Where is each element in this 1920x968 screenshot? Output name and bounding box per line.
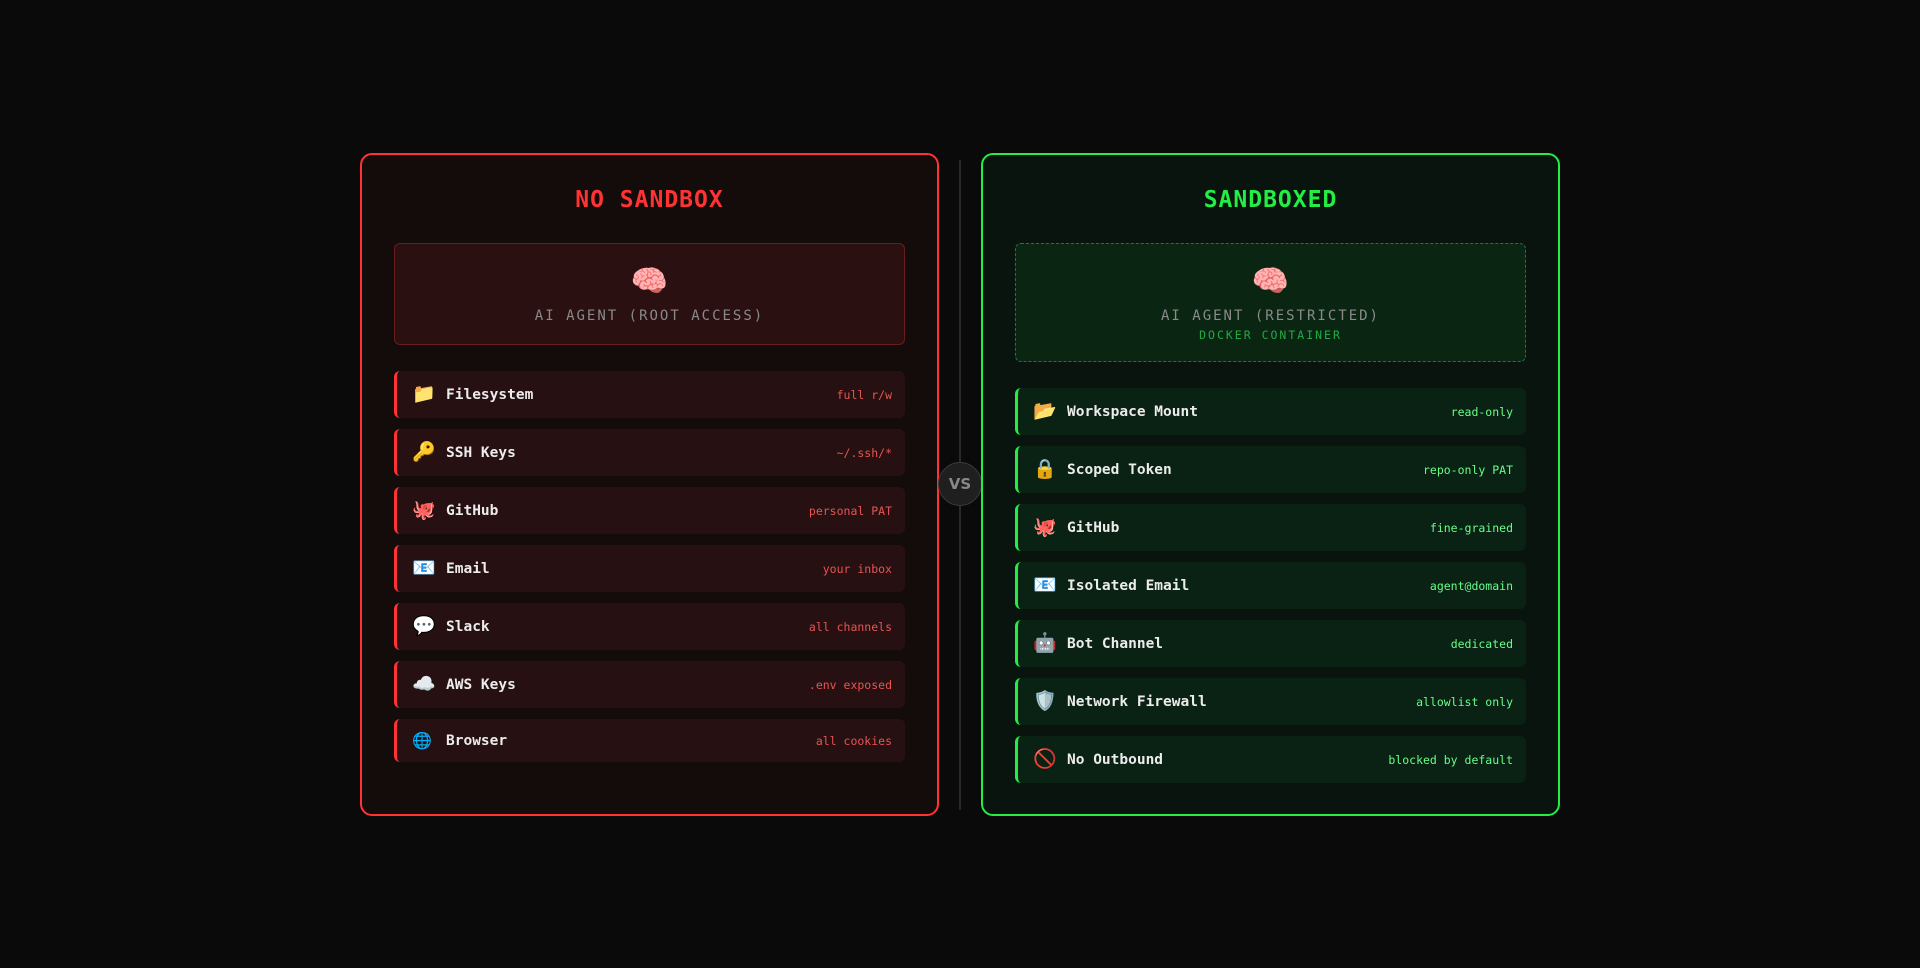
access-tag: all cookies <box>815 733 892 748</box>
panel-title: NO SANDBOX <box>575 187 724 213</box>
resource-name: SSH Keys <box>446 444 516 461</box>
resource-row: 📧 Email your inbox <box>394 545 905 592</box>
access-tag: read-only <box>1450 404 1513 419</box>
resource-row: 🤖 Bot Channel dedicated <box>1015 620 1526 667</box>
resource-row: 🔑 SSH Keys ~/.ssh/* <box>394 429 905 476</box>
resource-name: Browser <box>446 732 508 749</box>
email-icon: 📧 <box>1033 574 1057 596</box>
access-tag: your inbox <box>822 561 892 576</box>
agent-box: 🧠 AI AGENT (RESTRICTED) DOCKER CONTAINER <box>1015 243 1526 362</box>
access-tag: blocked by default <box>1388 752 1513 767</box>
resource-name: GitHub <box>1067 519 1120 536</box>
resource-name: Slack <box>446 618 490 635</box>
vs-badge: VS <box>938 462 982 506</box>
agent-label: AI AGENT (RESTRICTED) <box>1160 308 1380 324</box>
sandboxed-panel: SANDBOXED 🧠 AI AGENT (RESTRICTED) DOCKER… <box>981 153 1560 816</box>
resource-name: AWS Keys <box>446 676 516 693</box>
cloud-icon: ☁️ <box>412 673 436 695</box>
access-tag: fine-grained <box>1429 520 1513 535</box>
access-tag: ~/.ssh/* <box>836 445 892 460</box>
resource-row: 📂 Workspace Mount read-only <box>1015 388 1526 435</box>
resource-name: Isolated Email <box>1067 577 1190 594</box>
shield-icon: 🛡️ <box>1033 690 1057 712</box>
resource-row: 📁 Filesystem full r/w <box>394 371 905 418</box>
octopus-icon: 🐙 <box>1033 516 1057 538</box>
access-tag: allowlist only <box>1416 694 1513 709</box>
access-tag: personal PAT <box>808 503 892 518</box>
access-tag: repo-only PAT <box>1422 462 1513 477</box>
access-tag: all channels <box>808 619 892 634</box>
folder-icon: 📁 <box>412 383 436 405</box>
resource-row: 🔒 Scoped Token repo-only PAT <box>1015 446 1526 493</box>
speech-bubble-icon: 💬 <box>412 615 436 637</box>
resource-row: 💬 Slack all channels <box>394 603 905 650</box>
agent-label: AI AGENT (ROOT ACCESS) <box>534 308 765 324</box>
prohibited-icon: 🚫 <box>1033 748 1057 770</box>
octopus-icon: 🐙 <box>412 499 436 521</box>
resource-name: Network Firewall <box>1067 693 1207 710</box>
resource-name: No Outbound <box>1067 751 1164 768</box>
panel-title: SANDBOXED <box>1203 187 1338 213</box>
email-icon: 📧 <box>412 557 436 579</box>
robot-icon: 🤖 <box>1033 632 1057 654</box>
resource-name: Scoped Token <box>1067 461 1172 478</box>
resource-row: 🛡️ Network Firewall allowlist only <box>1015 678 1526 725</box>
no-sandbox-panel: NO SANDBOX 🧠 AI AGENT (ROOT ACCESS) 📁 Fil… <box>360 153 939 816</box>
resource-row: ☁️ AWS Keys .env exposed <box>394 661 905 708</box>
agent-box: 🧠 AI AGENT (ROOT ACCESS) <box>394 243 905 345</box>
key-icon: 🔑 <box>412 441 436 463</box>
resource-row: 🐙 GitHub fine-grained <box>1015 504 1526 551</box>
globe-icon: 🌐 <box>412 730 432 750</box>
resource-name: Email <box>446 560 490 577</box>
brain-icon: 🧠 <box>630 264 669 299</box>
resource-name: Workspace Mount <box>1067 403 1198 420</box>
resource-name: Bot Channel <box>1067 635 1164 652</box>
resource-row: 🚫 No Outbound blocked by default <box>1015 736 1526 783</box>
resource-name: GitHub <box>446 502 499 519</box>
lock-icon: 🔒 <box>1033 458 1057 480</box>
resource-name: Filesystem <box>446 386 534 403</box>
agent-sublabel: DOCKER CONTAINER <box>1199 328 1342 342</box>
access-tag: .env exposed <box>808 677 892 692</box>
access-tag: dedicated <box>1450 636 1513 651</box>
resource-row: 🐙 GitHub personal PAT <box>394 487 905 534</box>
resource-row: 📧 Isolated Email agent@domain <box>1015 562 1526 609</box>
access-tag: full r/w <box>836 387 892 402</box>
brain-icon: 🧠 <box>1251 264 1290 299</box>
open-folder-icon: 📂 <box>1033 400 1057 422</box>
access-tag: agent@domain <box>1429 578 1513 593</box>
resource-row: 🌐 Browser all cookies <box>394 719 905 762</box>
